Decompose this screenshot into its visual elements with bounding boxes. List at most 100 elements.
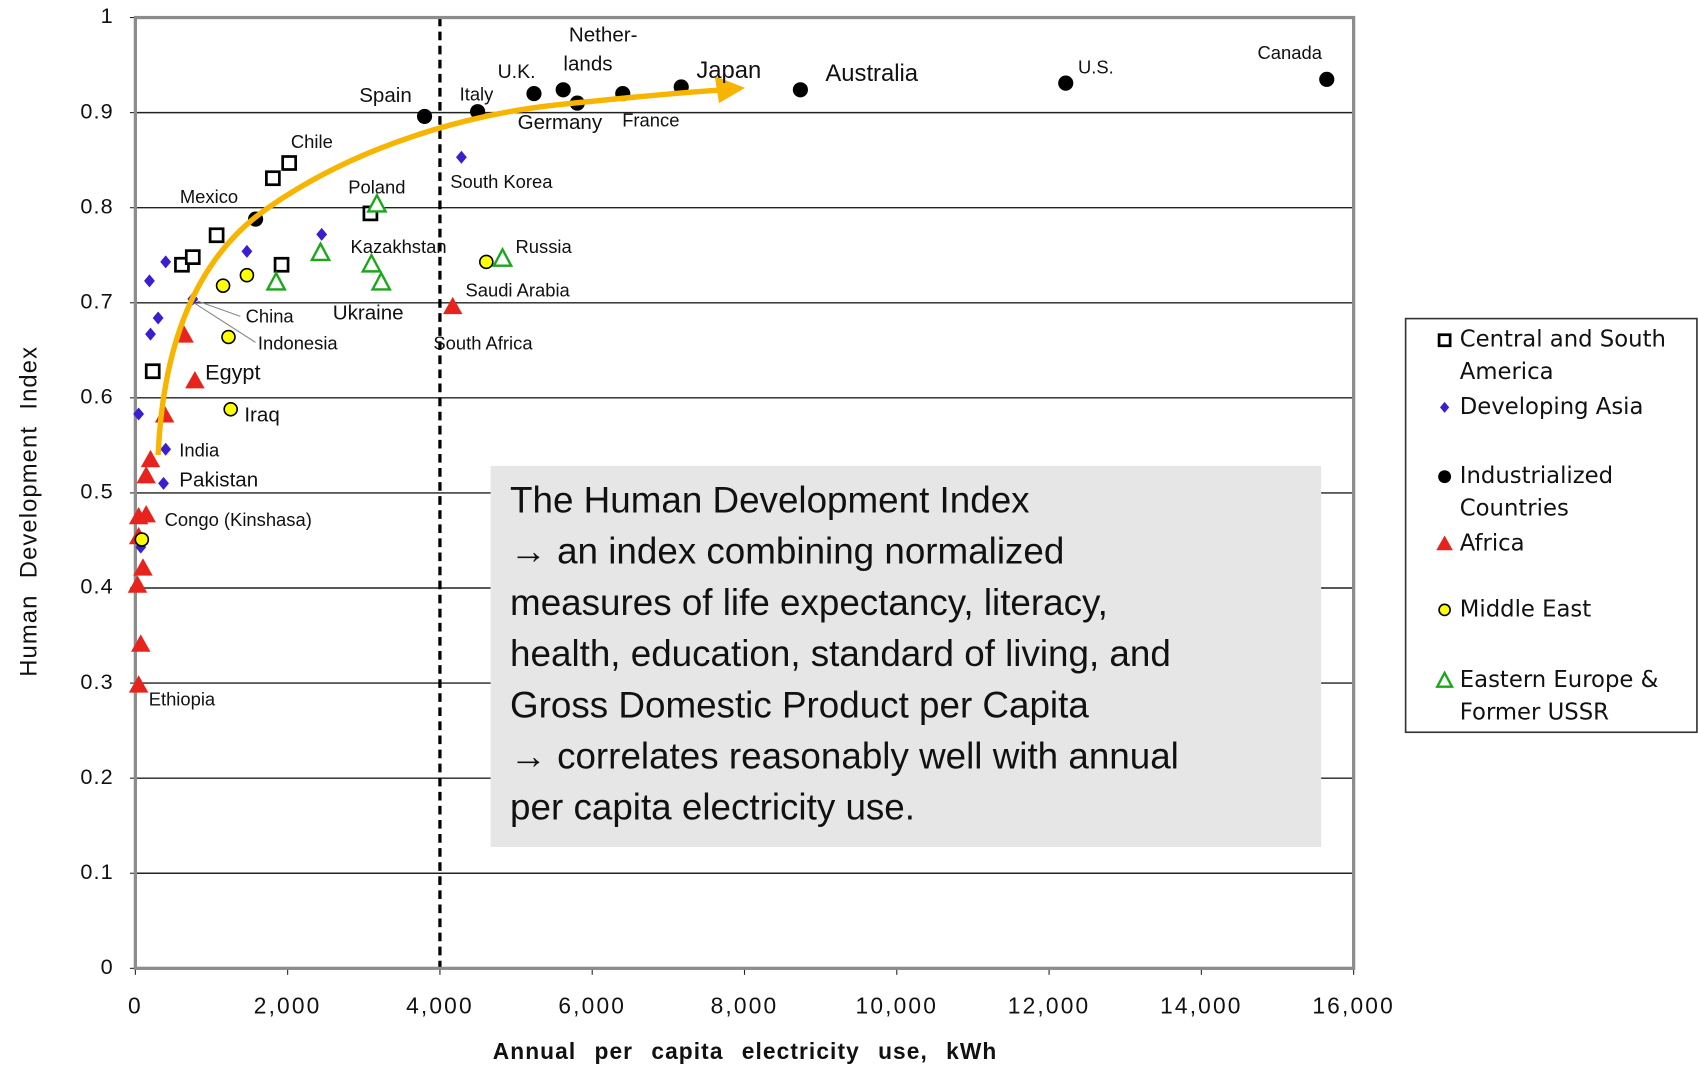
arrow-head — [714, 76, 746, 104]
note-line: health, education, standard of living, a… — [510, 633, 1171, 674]
plot-frame — [133, 15, 1356, 970]
x-axis-label: Annual per capita electricity use, kWh — [493, 1038, 998, 1064]
square-marker — [265, 170, 281, 187]
legend-label: Africa — [1459, 529, 1525, 556]
country-label: Poland — [348, 176, 405, 197]
triangle-marker — [265, 270, 287, 291]
country-label: Saudi Arabia — [465, 279, 570, 300]
triangle-marker — [1435, 670, 1454, 688]
country-label: Kazakhstan — [350, 236, 446, 257]
legend-text-box: Middle East — [1459, 595, 1592, 622]
circle-marker — [555, 82, 571, 98]
country-label: India — [179, 440, 220, 461]
legend-label: Eastern Europe & Former USSR — [1459, 666, 1659, 725]
legend-label: Industrialized Countries — [1459, 462, 1614, 522]
x-tick-label: 10,000 — [856, 992, 939, 1018]
legend-entry: Eastern Europe & Former USSR — [1435, 666, 1659, 725]
y-tick-label: 0.6 — [80, 384, 113, 409]
x-tick-label: 8,000 — [711, 992, 779, 1018]
circle-marker — [416, 108, 433, 124]
circle-marker — [792, 82, 808, 98]
y-tick-label: 0.3 — [80, 669, 113, 694]
circle-marker — [221, 329, 236, 345]
country-label: China — [246, 305, 295, 326]
country-label: Australia — [825, 60, 918, 87]
x-tick-label: 12,000 — [1008, 992, 1091, 1018]
legend-entry: Africa — [1436, 529, 1525, 556]
y-tick-label: 0.4 — [80, 574, 113, 599]
circle-marker — [223, 401, 239, 417]
country-label: Iraq — [244, 403, 279, 426]
country-label: Mexico — [180, 186, 238, 207]
legend-text-box: Central and South America — [1459, 326, 1666, 385]
legend-entry: Developing Asia — [1439, 393, 1644, 420]
country-label: Canada — [1258, 42, 1323, 63]
note-line: → correlates reasonably well with annual — [510, 736, 1179, 777]
legend-label: Developing Asia — [1459, 393, 1644, 420]
legend-entry: Industrialized Countries — [1438, 462, 1614, 522]
circle-marker — [526, 86, 542, 102]
y-axis-label: Human Development Index — [16, 346, 43, 677]
note-line: per capita electricity use. — [510, 787, 915, 828]
country-label: Italy — [460, 83, 495, 104]
country-label: U.K. — [498, 61, 536, 83]
country-label: Nether- — [569, 23, 638, 46]
y-tick-label: 0.8 — [80, 193, 113, 218]
triangle-marker — [360, 252, 383, 273]
triangle-marker — [185, 370, 205, 389]
square-marker — [273, 256, 290, 273]
square-marker — [144, 363, 161, 380]
legend-entry: Central and South America — [1437, 326, 1666, 385]
country-label: lands — [563, 53, 612, 76]
y-tick-label: 0.9 — [80, 98, 113, 123]
triangle-marker — [140, 449, 161, 468]
legend-label: Middle East — [1459, 595, 1592, 622]
circle-marker — [1438, 470, 1452, 484]
triangle-marker — [136, 466, 156, 484]
country-label: Ethiopia — [149, 689, 216, 710]
country-label: Germany — [518, 111, 603, 134]
square-marker — [281, 155, 298, 171]
country-label: Ukraine — [333, 302, 404, 325]
trend-arrow — [155, 76, 746, 456]
circle-marker — [239, 267, 255, 283]
country-label: Congo (Kinshasa) — [165, 509, 312, 530]
country-label: Chile — [291, 131, 333, 152]
y-tick-label: 0.1 — [80, 859, 113, 884]
leader-line — [194, 302, 256, 343]
legend-text-box: Eastern Europe & Former USSR — [1459, 666, 1659, 725]
country-label: U.S. — [1078, 56, 1114, 77]
y-tick-label: 0.5 — [80, 479, 113, 504]
legend-label: Central and South America — [1459, 326, 1666, 385]
legend-text-box: Industrialized Countries — [1459, 462, 1614, 522]
circle-marker — [1058, 75, 1074, 91]
triangle-marker — [309, 241, 332, 262]
country-label: Russia — [516, 236, 573, 257]
legend-text-box: Developing Asia — [1459, 393, 1644, 420]
y-tick-label: 0.2 — [80, 764, 113, 789]
square-marker — [1437, 333, 1452, 348]
legend-entry: Middle East — [1438, 595, 1592, 622]
y-tick-label: 1 — [101, 3, 114, 28]
legend-box — [1404, 317, 1698, 734]
x-tick-label: 6,000 — [558, 992, 626, 1018]
note-line: Gross Domestic Product per Capita — [510, 684, 1089, 725]
legend-text-box: Africa — [1459, 529, 1525, 556]
triangle-marker — [370, 270, 392, 291]
triangle-marker — [128, 675, 149, 693]
triangle-marker — [136, 505, 156, 523]
diamond-marker — [160, 442, 172, 456]
triangle-marker — [127, 575, 148, 593]
note-line: The Human Development Index — [510, 479, 1030, 520]
circle-marker — [1438, 603, 1451, 617]
x-tick-label: 2,000 — [254, 992, 322, 1018]
circle-marker — [1319, 71, 1335, 87]
trend-curve — [155, 87, 721, 456]
triangle-marker — [491, 246, 514, 267]
square-marker — [184, 249, 201, 265]
country-label: Pakistan — [179, 468, 258, 491]
country-label: South Korea — [450, 171, 553, 192]
triangle-marker — [131, 634, 151, 652]
square-marker — [208, 227, 225, 244]
triangle-marker — [133, 558, 153, 576]
